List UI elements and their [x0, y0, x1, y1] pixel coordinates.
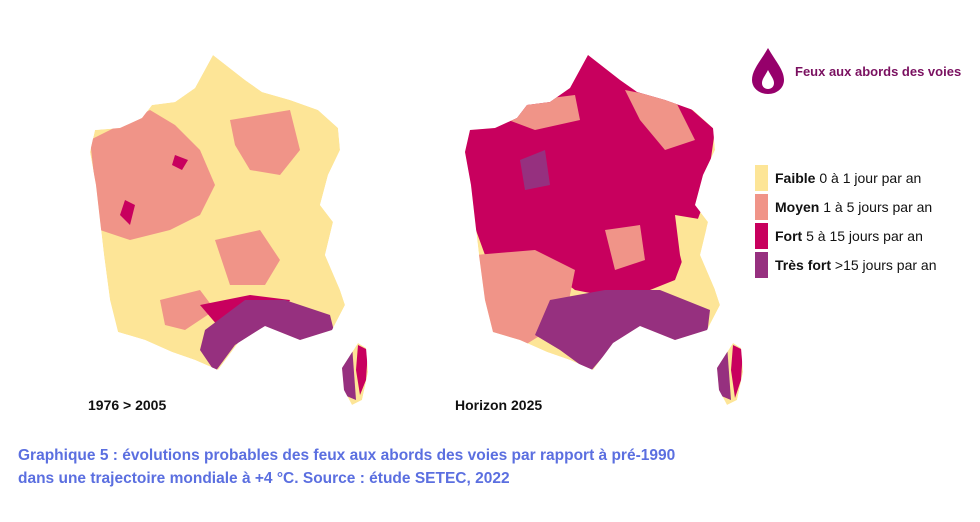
legend-entry: Fort 5 à 15 jours par an: [775, 228, 923, 244]
legend-label: Faible: [775, 170, 816, 186]
map-horizon-2025: [465, 55, 743, 405]
legend-label: Fort: [775, 228, 803, 244]
legend-entry: Faible 0 à 1 jour par an: [775, 170, 921, 186]
flame-icon: [752, 48, 784, 94]
map-label: Horizon 2025: [455, 397, 542, 413]
legend-description: >15 jours par an: [835, 257, 937, 273]
caption-line: Graphique 5 : évolutions probables des f…: [18, 447, 675, 464]
legend-description: 5 à 15 jours par an: [806, 228, 923, 244]
caption-line: dans une trajectoire mondiale à +4 °C. S…: [18, 470, 510, 487]
legend-label: Moyen: [775, 199, 819, 215]
legend-swatch: [755, 165, 768, 191]
legend-title: Feux aux abords des voies: [795, 64, 961, 79]
map-label: 1976 > 2005: [88, 397, 166, 413]
legend-entry: Moyen 1 à 5 jours par an: [775, 199, 932, 215]
legend-entry: Très fort >15 jours par an: [775, 257, 936, 273]
legend-swatch: [755, 223, 768, 249]
legend-swatch: [755, 252, 768, 278]
legend-description: 0 à 1 jour par an: [819, 170, 921, 186]
legend-description: 1 à 5 jours par an: [823, 199, 932, 215]
legend-swatch: [755, 194, 768, 220]
map-1976-2005: [90, 55, 368, 405]
legend-label: Très fort: [775, 257, 831, 273]
